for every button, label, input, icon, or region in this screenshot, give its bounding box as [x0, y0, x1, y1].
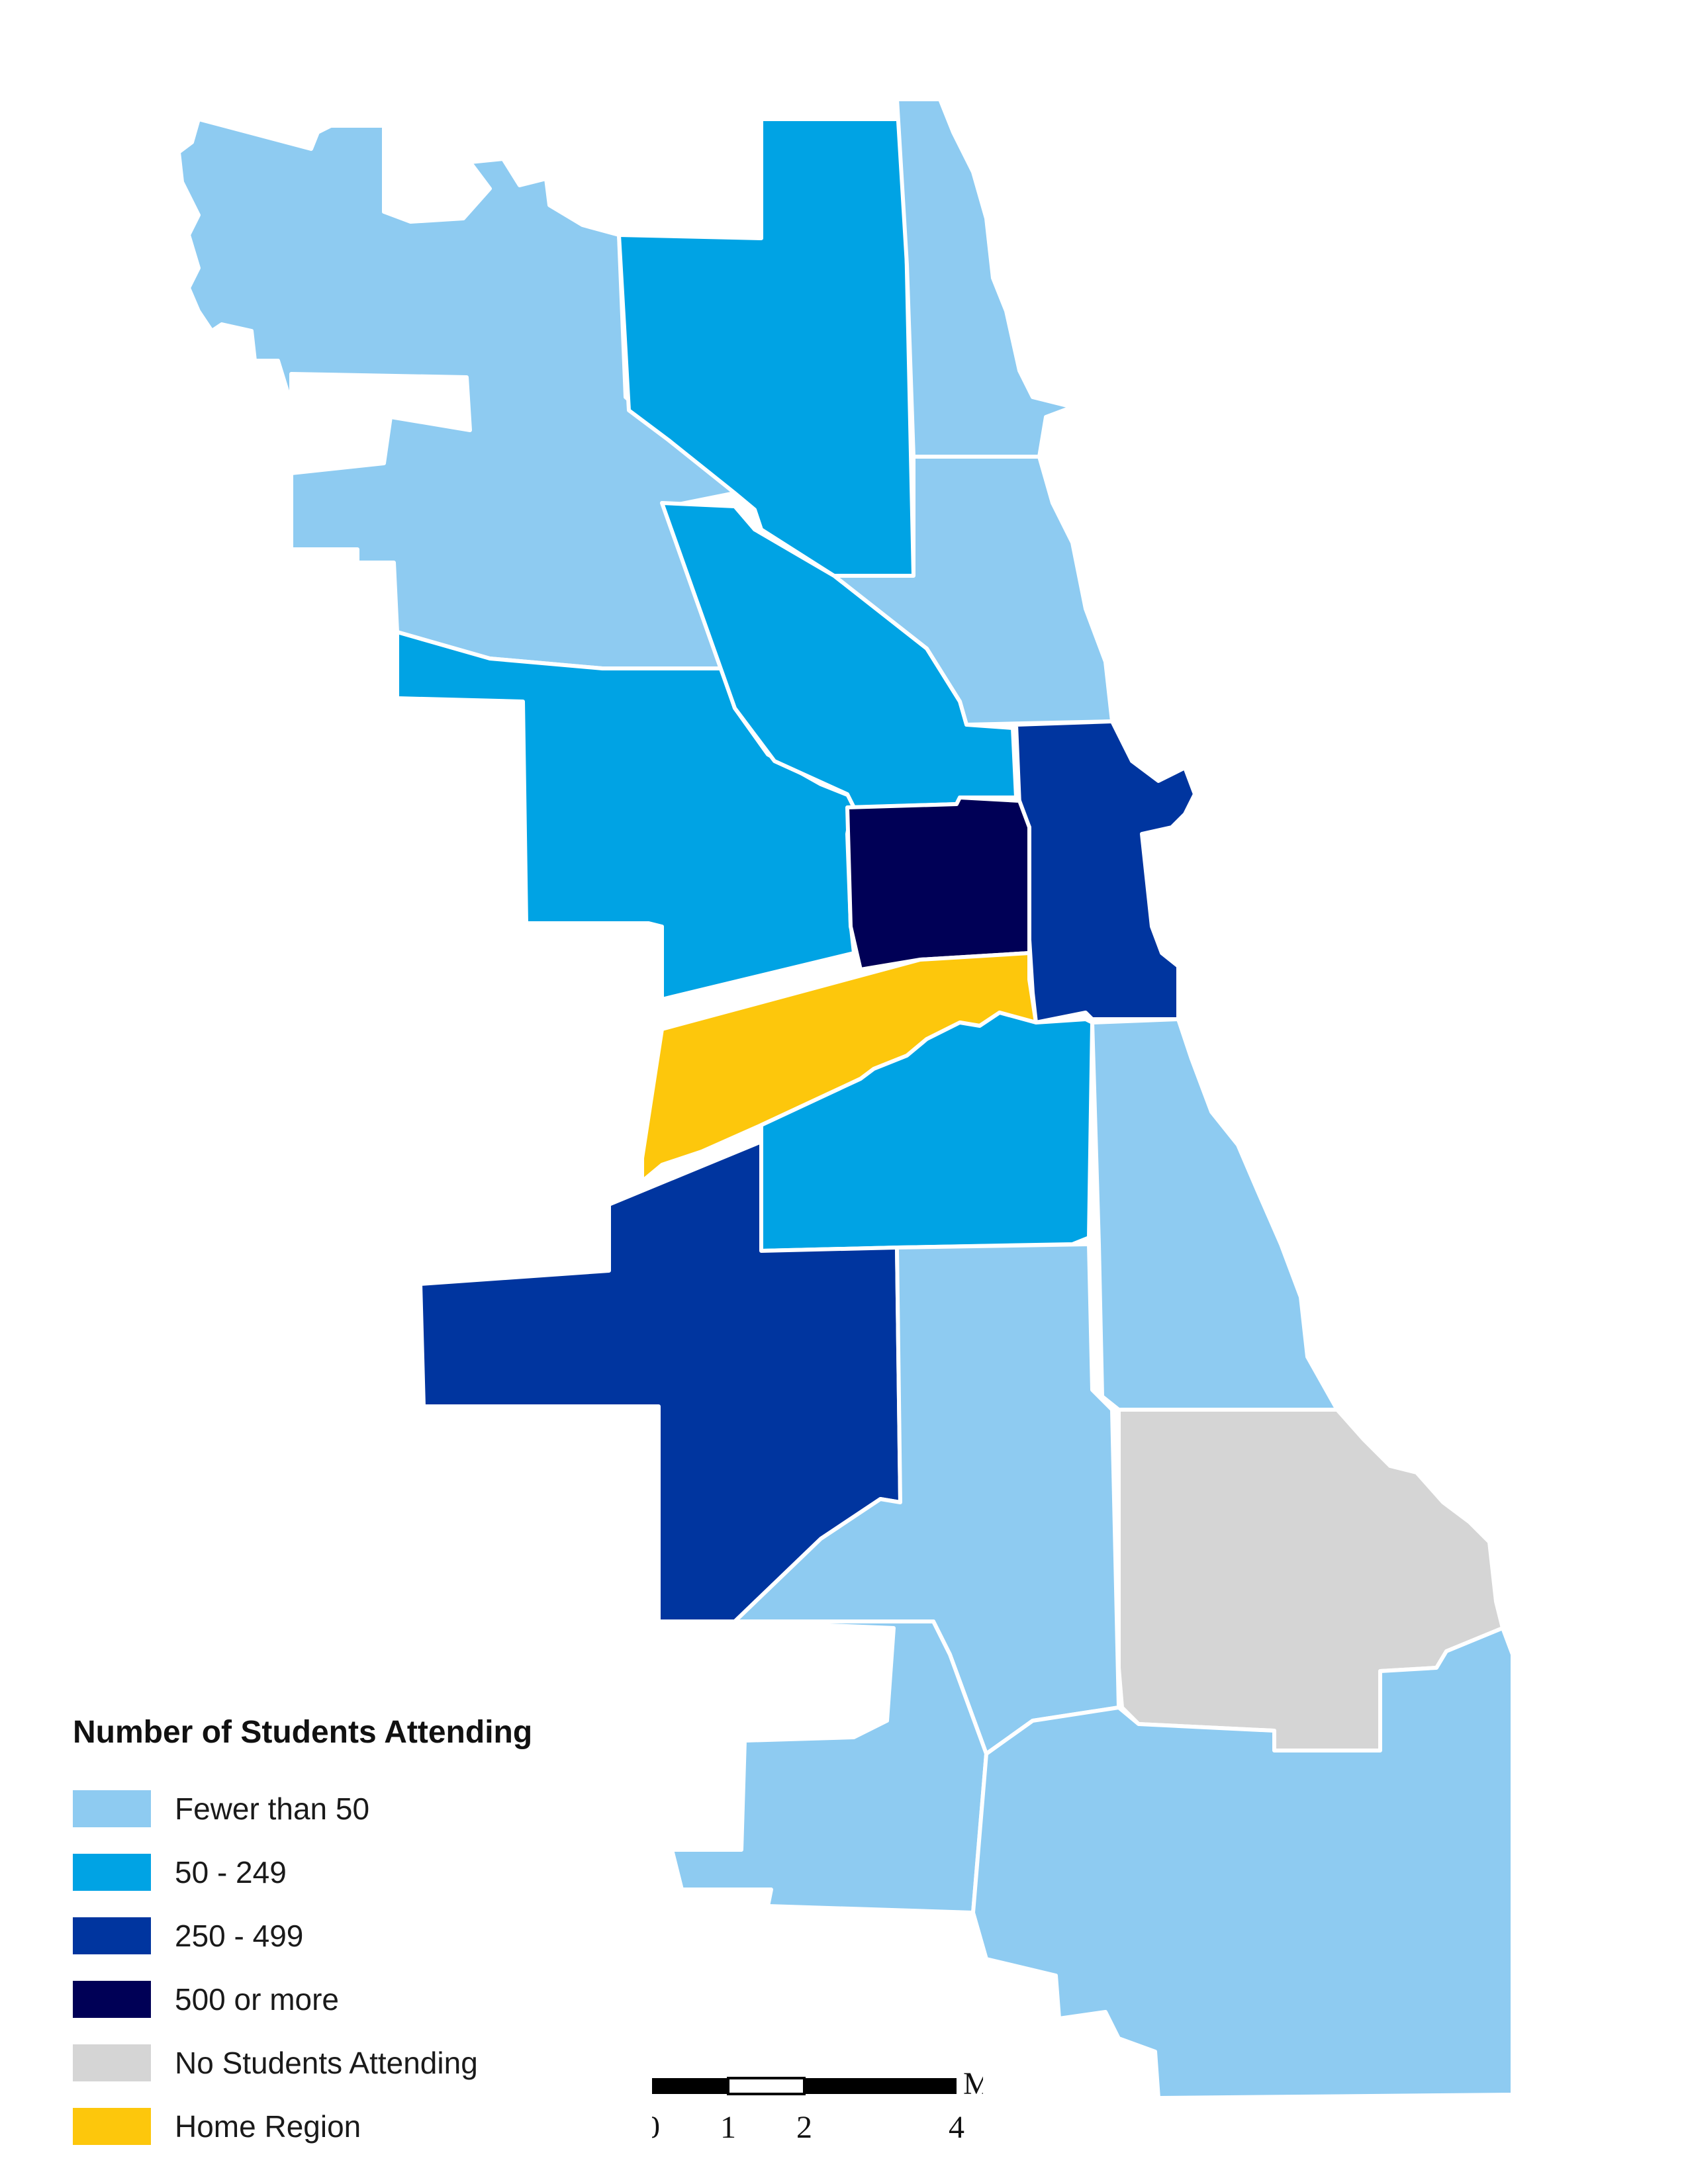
legend-swatch	[73, 2044, 151, 2081]
legend-label: 50 - 249	[175, 1855, 287, 1889]
scale-unit-label: Miles	[963, 2066, 983, 2101]
legend-label: Fewer than 50	[175, 1792, 370, 1826]
scale-tick-label: 4	[949, 2110, 964, 2145]
legend-label: 250 - 499	[175, 1919, 304, 1953]
legend-item: No Students Attending	[73, 2031, 669, 2095]
region-north-lakefront-upper[interactable]	[895, 97, 1074, 459]
scale-tick-label: 0	[652, 2110, 660, 2145]
scale-tick-label: 1	[720, 2110, 736, 2145]
legend-item: 500 or more	[73, 1968, 669, 2031]
scale-tick-label: 2	[796, 2110, 812, 2145]
legend-item: Home Region	[73, 2095, 669, 2158]
scale-segment	[652, 2078, 728, 2094]
legend-swatch	[73, 1917, 151, 1954]
legend-title: Number of Students Attending	[73, 1715, 533, 1750]
region-far-north-west[interactable]	[177, 117, 737, 670]
region-far-north[interactable]	[617, 117, 915, 578]
legend-swatch	[73, 1790, 151, 1827]
legend-item: Fewer than 50	[73, 1777, 669, 1841]
legend-label: 500 or more	[175, 1982, 340, 2017]
legend-swatch	[73, 1854, 151, 1891]
legend-item: 50 - 249	[73, 1841, 669, 1904]
map-legend: Number of Students Attending Fewer than …	[73, 1714, 669, 2158]
legend-label: No Students Attending	[175, 2046, 478, 2080]
legend-swatch	[73, 2108, 151, 2145]
region-central[interactable]	[845, 796, 1031, 972]
region-far-south[interactable]	[971, 1626, 1515, 2100]
legend-label: Home Region	[175, 2109, 361, 2144]
legend-item: 250 - 499	[73, 1904, 669, 1968]
region-south-lakefront[interactable]	[1090, 1017, 1339, 1412]
region-far-south-west[interactable]	[670, 1619, 988, 1915]
scale-segment	[804, 2078, 957, 2094]
region-central-east[interactable]	[1014, 719, 1197, 1024]
scale-bar: Miles 0 1 2 4	[652, 2066, 983, 2145]
region-north-center[interactable]	[660, 501, 1018, 809]
scale-segment	[727, 2077, 806, 2095]
legend-swatch	[73, 1981, 151, 2018]
